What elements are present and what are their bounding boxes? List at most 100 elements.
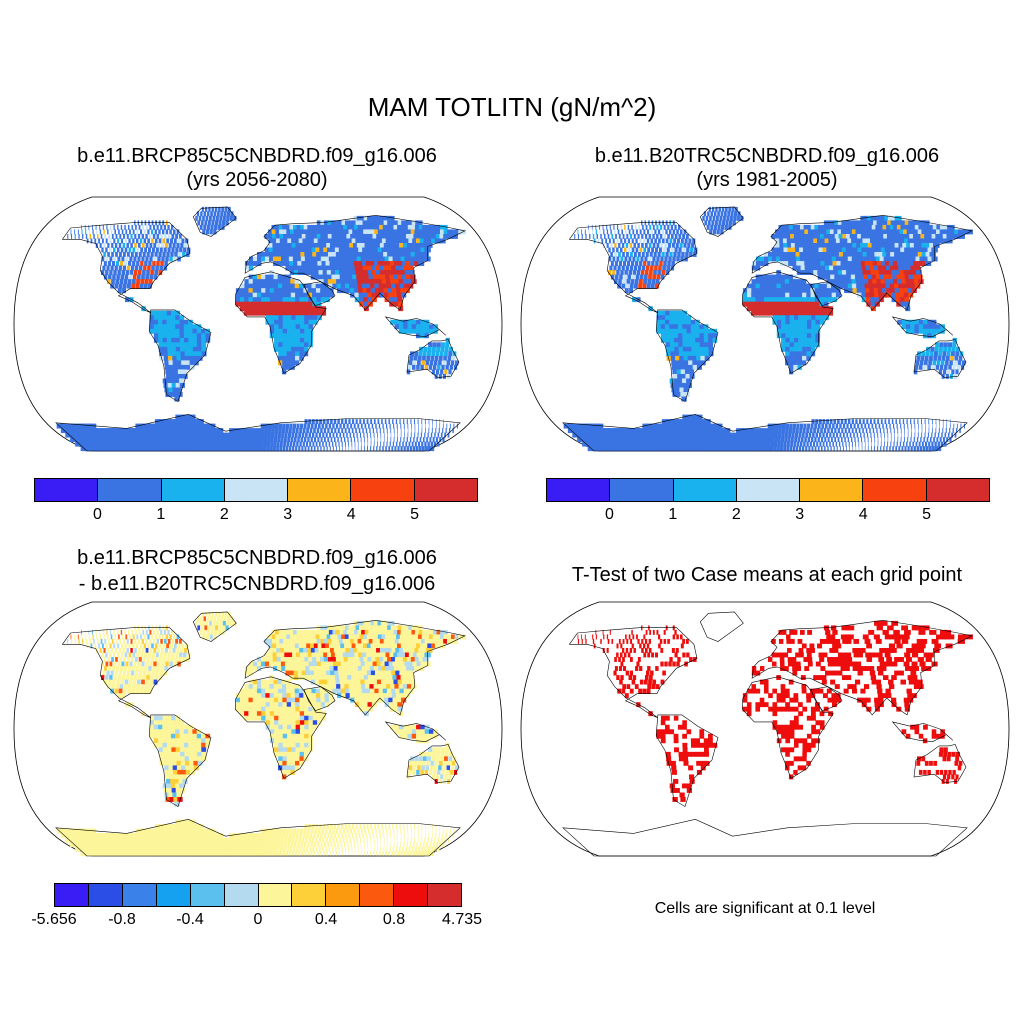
map-cell [419,643,427,649]
map-cell [271,233,277,239]
map-cell [650,238,654,244]
map-cell [330,247,337,253]
map-cell [124,261,128,266]
map-cell [373,625,380,631]
map-cell [612,247,615,253]
map-cell [630,233,633,239]
map-cell [763,274,769,280]
map-cell [798,324,804,330]
map-cell [791,252,797,257]
map-cell [836,446,838,452]
map-cell [279,238,285,244]
map-cell [248,310,254,316]
map-cell [308,229,314,235]
map-cell [890,428,892,434]
map-cell [603,229,605,235]
map-cell [151,229,154,235]
map-cell [895,419,897,425]
map-cell [416,437,418,443]
map-cell [282,355,287,361]
map-cell [98,643,101,649]
map-cell [793,346,799,352]
map-cell [667,423,674,429]
map-cell [345,446,347,452]
map-cell [925,446,929,452]
map-cell [302,238,308,244]
map-cell [158,346,164,352]
map-cell [853,233,860,239]
map-cell [183,324,189,330]
map-cell [295,351,300,357]
map-cell [109,247,112,253]
map-cell [99,629,101,635]
map-cell [672,419,679,425]
map-cell [162,328,168,334]
map-cell [610,229,612,235]
map-cell [700,351,706,357]
map-cell [206,423,212,429]
map-cell [811,328,816,334]
map-cell [622,261,627,266]
map-cell [352,634,358,640]
map-cell [944,432,947,438]
map-cell [299,306,305,312]
map-cell [126,233,129,239]
map-cell [307,423,311,429]
map-cell [408,643,415,649]
map-cell [120,428,128,434]
map-cell [196,333,202,339]
map-cell [167,224,170,230]
map-cell [281,261,286,266]
map-cell [377,279,384,285]
map-cell [327,625,333,631]
map-cell [771,423,776,429]
map-cell [776,315,782,321]
map-cell [293,261,299,266]
map-cell [327,274,333,280]
map-cell [146,252,150,257]
map-cell [414,229,422,235]
map-cell [738,441,743,447]
map-cell [785,319,791,325]
map-cell [181,446,188,452]
map-cell [291,324,297,330]
map-cell [345,648,351,653]
map-cell [336,279,342,285]
map-cell [895,229,903,235]
map-cell [162,252,166,257]
map-cell [865,265,872,271]
map-cell [799,256,805,262]
map-cell [309,265,315,271]
map-cell [402,252,409,257]
map-cell [184,419,190,425]
map-cell [853,247,860,253]
map-cell [190,437,196,443]
map-cell [294,638,300,644]
map-cell [887,256,894,262]
map-cell [432,638,440,644]
map-cell [341,220,348,226]
map-cell [135,643,139,649]
map-cell [905,279,912,285]
map-cell [192,432,198,438]
map-cell [839,283,845,289]
map-cell [111,252,114,257]
map-cell [751,288,756,294]
map-cell [443,355,447,361]
map-cell [669,441,677,447]
map-cell [145,629,148,635]
map-cell [301,432,305,438]
map-cell [260,432,265,438]
map-cell [196,328,202,334]
map-cell [152,261,156,266]
map-cell [156,224,159,230]
map-cell [857,224,864,230]
map-cell [638,279,643,285]
map-cell [165,256,169,262]
map-cell [167,351,173,357]
map-cell [286,441,290,447]
map-cell [195,419,201,425]
map-cell [179,315,185,321]
map-cell [332,629,338,635]
map-cell [407,634,414,640]
